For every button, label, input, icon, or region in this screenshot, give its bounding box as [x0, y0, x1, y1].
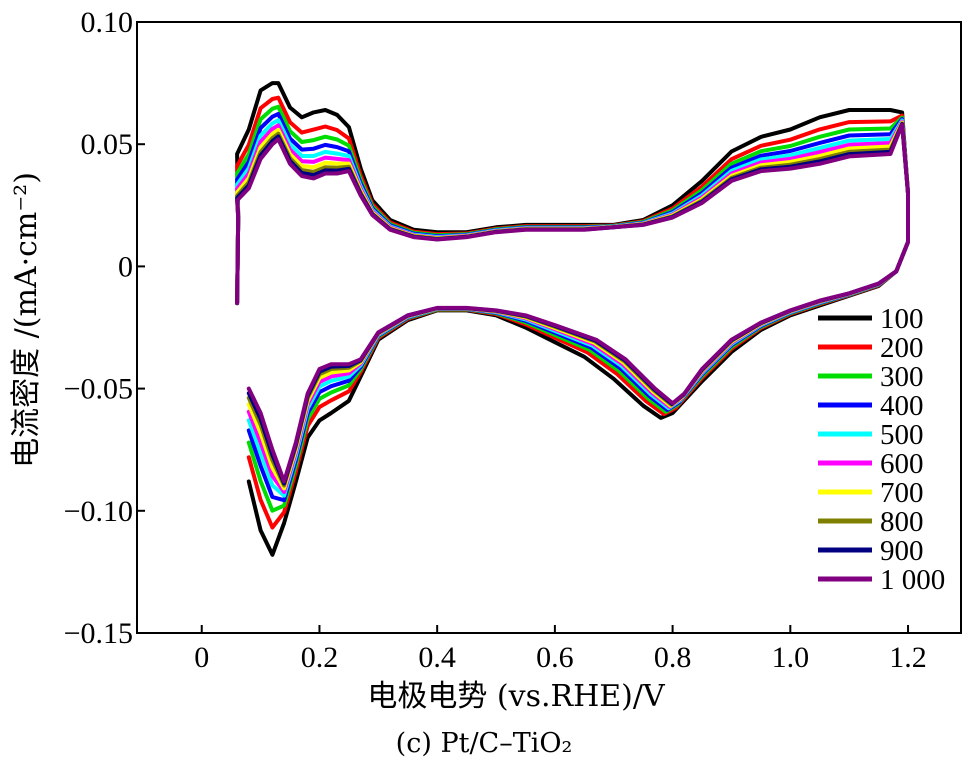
y-tick-label: 0.10: [81, 6, 134, 39]
y-tick-label: −0.05: [64, 373, 133, 406]
y-tick-label: −0.10: [64, 495, 133, 528]
x-tick-label: 0.2: [301, 641, 339, 674]
legend-label: 900: [880, 535, 924, 567]
x-axis-label: 电极电势 (vs.RHE)/V: [367, 679, 666, 714]
x-tick-label: 0.6: [536, 641, 574, 674]
y-tick-label: 0: [118, 250, 133, 283]
figure-caption: (c) Pt/C–TiO₂: [396, 728, 573, 759]
legend-label: 1 000: [880, 564, 945, 596]
legend-label: 600: [880, 448, 924, 480]
y-axis-label: 电流密度 /(mA·cm⁻²): [9, 172, 44, 468]
y-tick-label: −0.15: [64, 617, 133, 650]
legend-label: 800: [880, 506, 924, 538]
legend-label: 100: [880, 303, 924, 335]
legend-label: 300: [880, 361, 924, 393]
x-tick-label: 1.0: [772, 641, 810, 674]
y-tick-label: 0.05: [81, 128, 134, 161]
series-layer: [235, 81, 910, 557]
series-line-1000: [235, 122, 910, 484]
ticks-layer: 0 0.2 0.4 0.6 0.8 1.0 1.2 0.10 0.05 0 −0.05 −0.10 −0…: [64, 6, 927, 674]
x-tick-label: 0: [194, 641, 209, 674]
x-tick-label: 0.8: [654, 641, 692, 674]
legend-label: 700: [880, 477, 924, 509]
legend-label: 500: [880, 419, 924, 451]
x-tick-label: 0.4: [418, 641, 456, 674]
legend-label: 400: [880, 390, 924, 422]
plot-frame: [136, 21, 962, 634]
x-tick-label: 1.2: [889, 641, 927, 674]
legend-label: 200: [880, 332, 924, 364]
